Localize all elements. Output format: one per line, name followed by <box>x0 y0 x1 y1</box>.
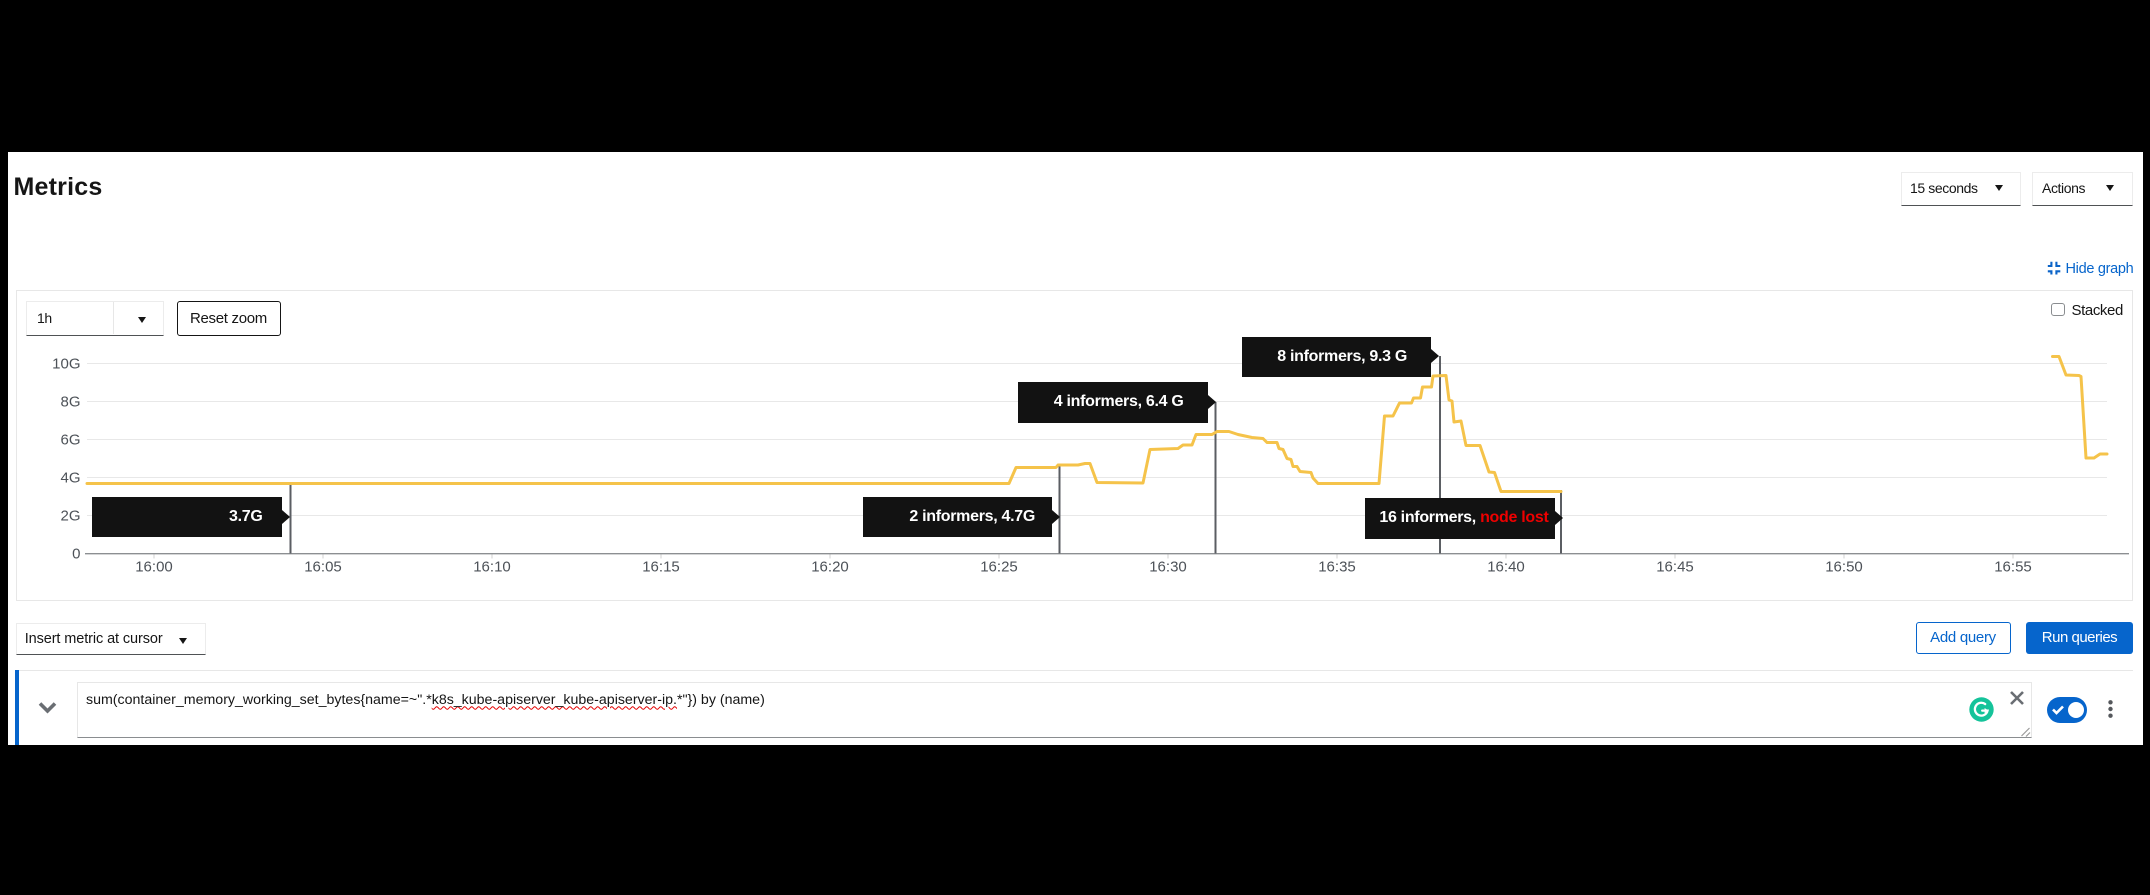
svg-text:4G: 4G <box>60 470 80 487</box>
svg-text:16:10: 16:10 <box>473 559 511 576</box>
svg-text:16:35: 16:35 <box>1318 559 1356 576</box>
svg-text:2G: 2G <box>60 508 80 525</box>
svg-text:16:05: 16:05 <box>304 559 342 576</box>
svg-text:16:55: 16:55 <box>1994 559 2032 576</box>
svg-text:16:50: 16:50 <box>1825 559 1863 576</box>
svg-text:16:15: 16:15 <box>642 559 680 576</box>
svg-text:16:30: 16:30 <box>1149 559 1187 576</box>
svg-text:16:45: 16:45 <box>1656 559 1694 576</box>
svg-text:16:40: 16:40 <box>1487 559 1525 576</box>
svg-text:6G: 6G <box>60 432 80 449</box>
svg-text:10G: 10G <box>52 356 80 373</box>
svg-text:16:00: 16:00 <box>135 559 173 576</box>
svg-text:0: 0 <box>72 546 80 563</box>
svg-text:8G: 8G <box>60 394 80 411</box>
svg-text:16:25: 16:25 <box>980 559 1018 576</box>
svg-text:16:20: 16:20 <box>811 559 849 576</box>
